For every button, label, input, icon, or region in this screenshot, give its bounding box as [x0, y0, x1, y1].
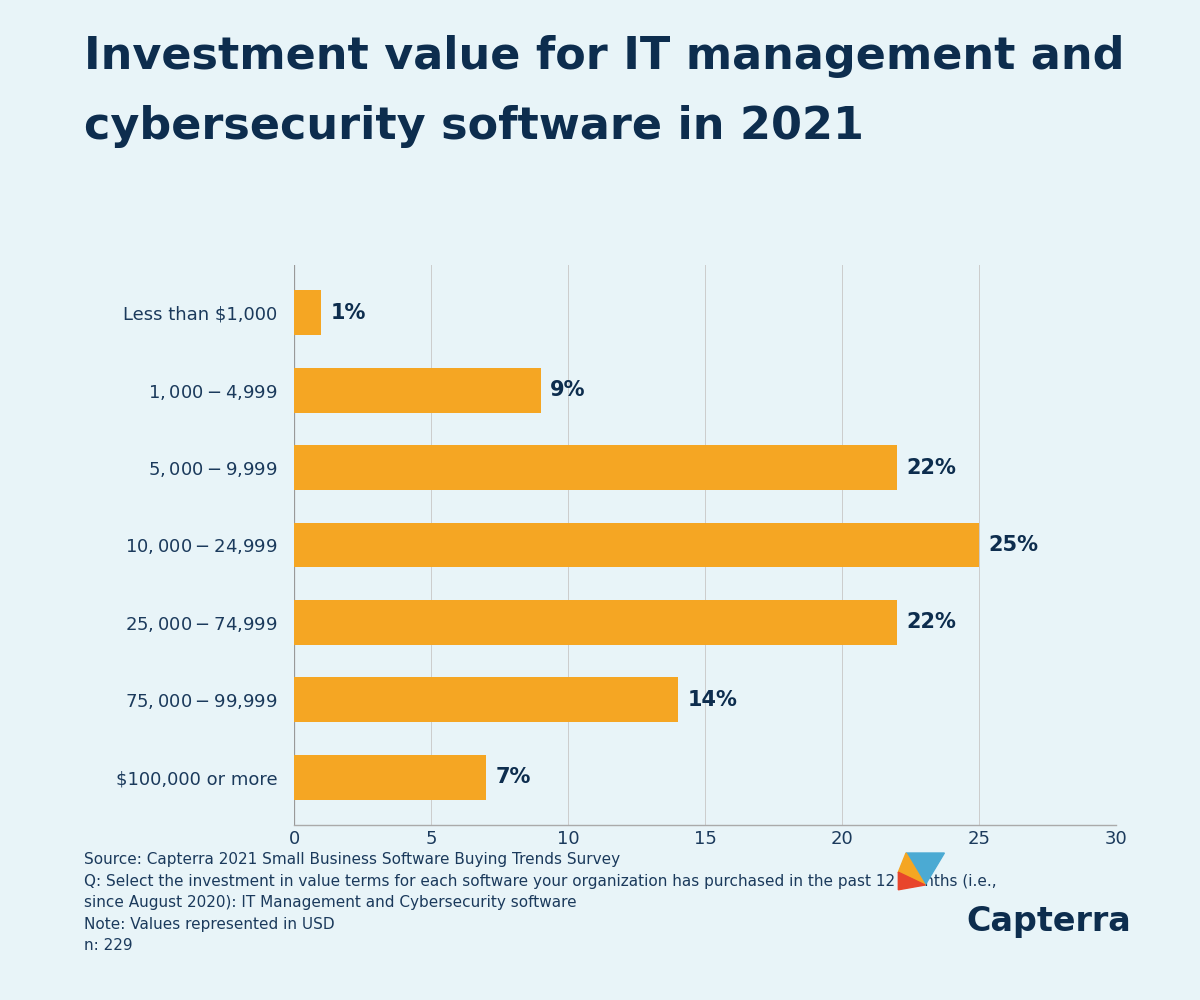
Text: 22%: 22%: [906, 458, 956, 478]
Bar: [294, 755, 486, 800]
Text: 14%: 14%: [688, 690, 737, 710]
Text: 1%: 1%: [331, 303, 366, 323]
Bar: [294, 445, 896, 490]
Bar: [294, 600, 896, 645]
Bar: [294, 677, 678, 722]
Text: 7%: 7%: [496, 767, 530, 787]
Bar: [294, 290, 322, 335]
Text: Investment value for IT management and: Investment value for IT management and: [84, 35, 1124, 78]
Text: 9%: 9%: [550, 380, 586, 400]
Text: 25%: 25%: [989, 535, 1038, 555]
Text: cybersecurity software in 2021: cybersecurity software in 2021: [84, 105, 864, 148]
Text: Capterra: Capterra: [966, 905, 1130, 938]
Bar: [294, 523, 979, 567]
Bar: [294, 368, 541, 413]
Text: Source: Capterra 2021 Small Business Software Buying Trends Survey
Q: Select the: Source: Capterra 2021 Small Business Sof…: [84, 852, 997, 953]
Text: 22%: 22%: [906, 612, 956, 632]
